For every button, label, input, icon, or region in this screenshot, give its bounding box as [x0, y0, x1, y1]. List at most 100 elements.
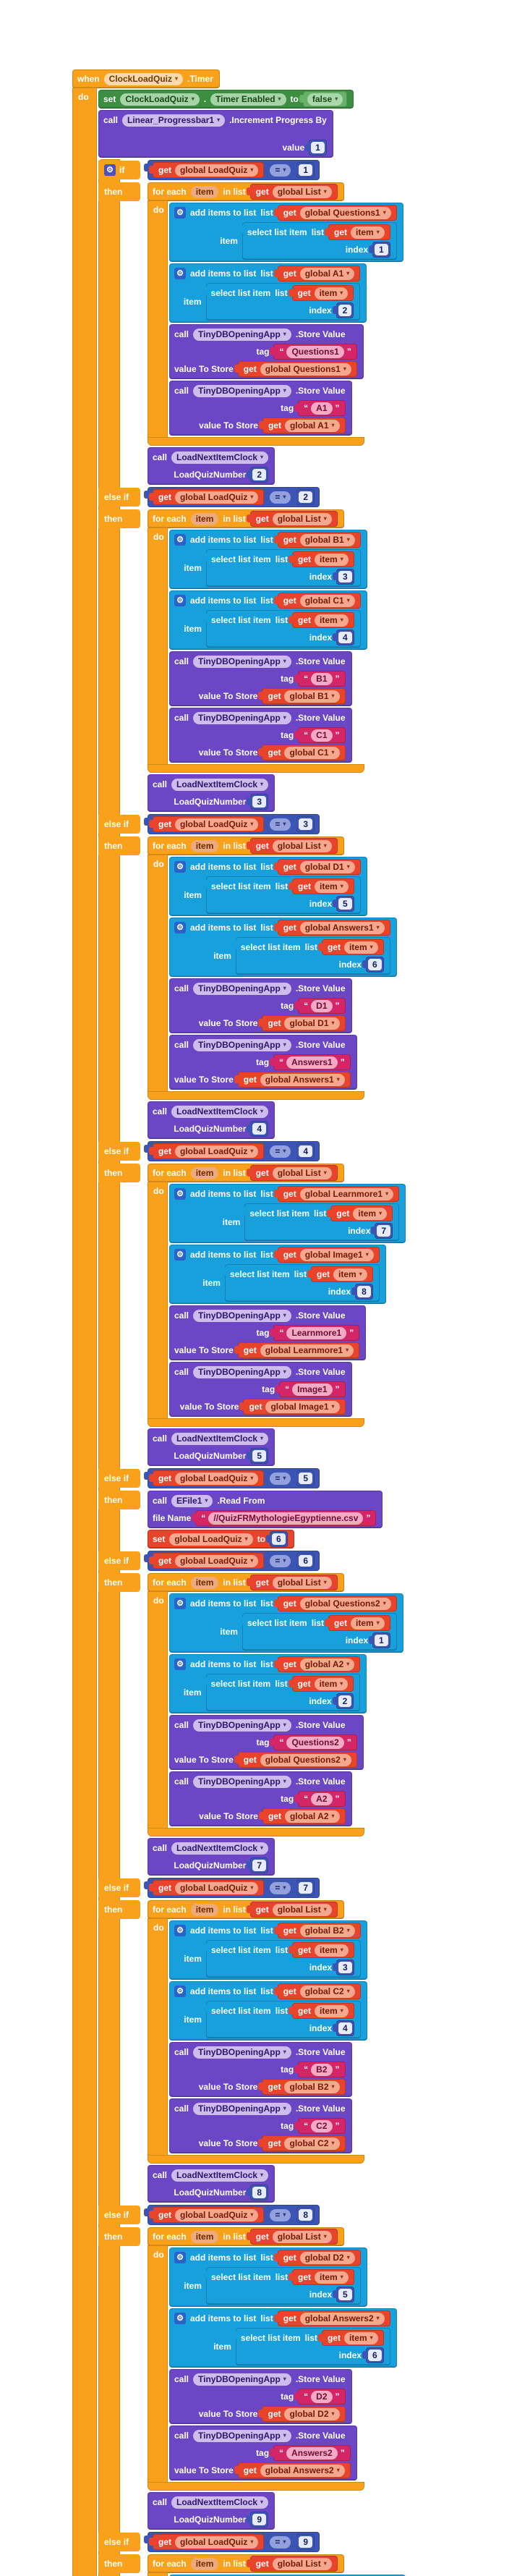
increment-progress-call-block[interactable]: call Linear_Progressbar1 ▾ .Increment Progr… — [98, 110, 333, 158]
number-block[interactable]: 7 — [371, 1223, 393, 1239]
call-procedure-block[interactable]: call LoadNextItemClock ▾ LoadQuizNumber 3 — [148, 774, 275, 812]
text-string-block[interactable]: “C2” — [294, 2118, 346, 2134]
get-variable-block[interactable]: get global List ▾ — [246, 2556, 338, 2572]
text-field[interactable]: //QuizFRMythologieEgyptienne.csv — [208, 1512, 364, 1525]
foreach-header[interactable]: for each item in list get global List ▾ — [148, 509, 344, 528]
get-variable-block[interactable]: get item ▾ — [288, 285, 354, 301]
number-field[interactable]: 1 — [375, 244, 388, 255]
get-variable-block[interactable]: get item ▾ — [289, 878, 354, 894]
variable-dropdown[interactable]: global D2 ▾ — [284, 2407, 340, 2420]
get-variable-block[interactable]: get global Questions2 ▾ — [234, 1752, 357, 1768]
text-string-block[interactable]: “A1” — [294, 400, 346, 416]
variable-dropdown[interactable]: item ▾ — [315, 553, 349, 566]
get-variable-block[interactable]: get global LoadQuiz ▾ — [148, 2207, 265, 2223]
number-block[interactable]: 8 — [351, 1284, 373, 1300]
component-dropdown[interactable]: ClockLoadQuiz ▾ — [120, 93, 200, 106]
select-list-item-block[interactable]: select list item list get item ▾ index 1 — [238, 1613, 397, 1651]
number-field[interactable]: 2 — [252, 469, 267, 480]
get-variable-block[interactable]: get global D1 ▾ — [258, 1015, 346, 1031]
get-variable-block[interactable]: get global Image1 ▾ — [239, 1399, 346, 1415]
number-field[interactable]: 3 — [299, 818, 313, 830]
component-dropdown[interactable]: TinyDBOpeningApp ▾ — [193, 384, 291, 397]
number-field[interactable]: 2 — [338, 1695, 352, 1707]
tinydb-store-value-block[interactable]: call TinyDBOpeningApp ▾ .Store Value tag “A1”… — [169, 381, 352, 436]
get-variable-block[interactable]: get global A1 ▾ — [273, 266, 361, 281]
procedure-dropdown[interactable]: LoadNextItemClock ▾ — [171, 1432, 269, 1445]
variable-dropdown[interactable]: global B2 ▾ — [299, 1924, 355, 1937]
logic-false-block[interactable]: false ▾ — [299, 91, 348, 107]
get-variable-block[interactable]: get global List ▾ — [246, 1902, 338, 1918]
gear-icon[interactable]: ⚙ — [174, 1598, 186, 1609]
get-variable-block[interactable]: get global Image1 ▾ — [273, 1247, 380, 1263]
get-variable-block[interactable]: get global LoadQuiz ▾ — [148, 162, 265, 178]
number-field[interactable]: 5 — [338, 898, 352, 910]
loop-variable-field[interactable]: item — [190, 185, 219, 198]
get-variable-block[interactable]: get item ▾ — [325, 224, 390, 240]
variable-dropdown[interactable]: global LoadQuiz ▾ — [169, 1533, 253, 1546]
text-string-block[interactable]: “D2” — [294, 2389, 346, 2405]
number-block[interactable]: 1 — [369, 242, 390, 258]
loop-variable-field[interactable]: item — [190, 2557, 219, 2570]
equals-comparison-block[interactable]: get global LoadQuiz ▾ = ▾ 3 — [143, 814, 320, 834]
select-list-item-block[interactable]: select list item list get item ▾ index 5 — [202, 2267, 361, 2305]
text-field[interactable]: B2 — [311, 2063, 333, 2076]
get-variable-block[interactable]: get global A2 ▾ — [258, 1808, 346, 1824]
number-field[interactable]: 7 — [377, 1225, 391, 1237]
get-variable-block[interactable]: get global List ▾ — [246, 184, 338, 200]
component-dropdown[interactable]: TinyDBOpeningApp ▾ — [193, 2102, 291, 2115]
tinydb-store-value-block[interactable]: call TinyDBOpeningApp ▾ .Store Value tag “Ans… — [169, 1035, 357, 1090]
tinydb-store-value-block[interactable]: call TinyDBOpeningApp ▾ .Store Value tag “A2”… — [169, 1771, 352, 1826]
variable-dropdown[interactable]: global List ▾ — [272, 1903, 332, 1916]
select-list-item-block[interactable]: select list item list get item ▾ index 8 — [221, 1264, 380, 1302]
get-variable-block[interactable]: get global LoadQuiz ▾ — [148, 1143, 265, 1159]
text-string-block[interactable]: “C1” — [294, 727, 346, 743]
number-block[interactable]: 3 — [293, 816, 315, 832]
operator-dropdown[interactable]: = ▾ — [270, 164, 291, 177]
gear-icon[interactable]: ⚙ — [174, 1925, 186, 1936]
number-block[interactable]: 3 — [247, 794, 269, 810]
get-variable-block[interactable]: get global Learnmore1 ▾ — [234, 1342, 360, 1358]
gear-icon[interactable]: ⚙ — [174, 1188, 186, 1200]
select-list-item-block[interactable]: select list item list get item ▾ index 2 — [202, 1674, 361, 1711]
blocks-workspace[interactable]: when ClockLoadQuiz ▾ .Timer do set ClockLoadQu… — [72, 69, 406, 2576]
component-dropdown[interactable]: TinyDBOpeningApp ▾ — [193, 1365, 291, 1378]
get-variable-block[interactable]: get item ▾ — [307, 1266, 373, 1282]
variable-dropdown[interactable]: global D2 ▾ — [299, 2251, 355, 2264]
number-block[interactable]: 7 — [247, 1857, 269, 1873]
variable-dropdown[interactable]: global List ▾ — [272, 1576, 332, 1589]
number-field[interactable]: 9 — [252, 2514, 267, 2525]
gear-icon[interactable]: ⚙ — [174, 2313, 186, 2324]
component-dropdown[interactable]: Linear_Progressbar1 ▾ — [122, 114, 226, 127]
component-dropdown[interactable]: EFile1 ▾ — [171, 1494, 213, 1507]
variable-dropdown[interactable]: global List ▾ — [272, 1166, 332, 1179]
get-variable-block[interactable]: get item ▾ — [289, 2269, 354, 2285]
variable-dropdown[interactable]: item ▾ — [343, 2331, 378, 2344]
get-variable-block[interactable]: get global Questions1 ▾ — [234, 361, 357, 377]
get-variable-block[interactable]: get global D2 ▾ — [273, 2250, 361, 2266]
property-dropdown[interactable]: Timer Enabled ▾ — [210, 93, 286, 106]
component-dropdown[interactable]: TinyDBOpeningApp ▾ — [193, 1775, 291, 1788]
variable-dropdown[interactable]: item ▾ — [315, 2271, 349, 2284]
add-items-to-list-block[interactable]: ⚙ add items to list list get global A1 ▾ item s… — [169, 263, 367, 323]
text-string-block[interactable]: “D1” — [294, 998, 346, 1014]
number-block[interactable]: 8 — [247, 2185, 269, 2200]
number-field[interactable]: 3 — [338, 571, 352, 582]
variable-dropdown[interactable]: global LoadQuiz ▾ — [175, 1472, 259, 1485]
get-variable-block[interactable]: get global LoadQuiz ▾ — [148, 489, 265, 505]
number-block[interactable]: 3 — [333, 569, 354, 585]
call-procedure-block[interactable]: call LoadNextItemClock ▾ LoadQuizNumber 7 — [148, 1838, 275, 1876]
gear-icon[interactable]: ⚙ — [174, 1658, 186, 1670]
add-items-to-list-block[interactable]: ⚙ add items to list list get global Answers1… — [169, 918, 397, 977]
variable-dropdown[interactable]: global Answers2 ▾ — [260, 2464, 345, 2477]
equals-comparison-block[interactable]: get global LoadQuiz ▾ = ▾ 2 — [143, 487, 320, 507]
variable-dropdown[interactable]: global C1 ▾ — [299, 594, 355, 607]
get-variable-block[interactable]: get global List ▾ — [246, 1575, 338, 1590]
number-block[interactable]: 5 — [333, 2287, 354, 2302]
when-event-block[interactable]: when ClockLoadQuiz ▾ .Timer do set ClockLoadQu… — [72, 69, 406, 2576]
add-items-to-list-block[interactable]: ⚙ add items to list list get global A2 ▾ item s… — [169, 1654, 367, 1713]
text-field[interactable]: D1 — [311, 999, 333, 1012]
get-variable-block[interactable]: get global A1 ▾ — [258, 418, 346, 433]
